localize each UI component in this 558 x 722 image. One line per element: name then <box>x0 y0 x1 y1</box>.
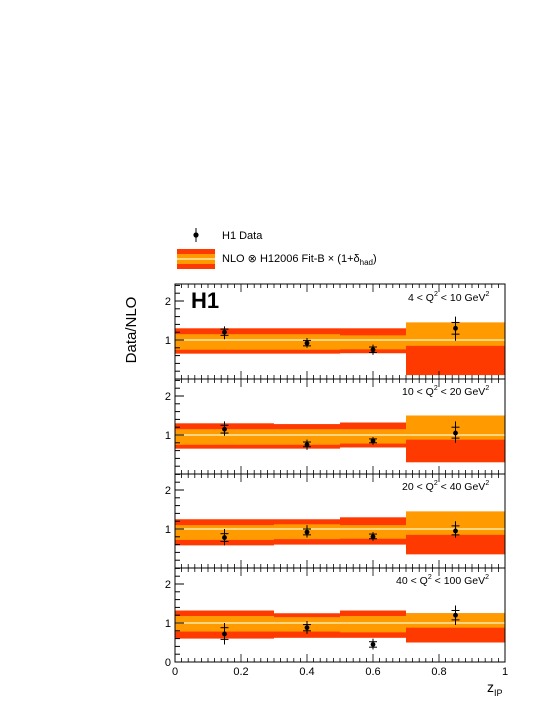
y-tick-label: 2 <box>165 391 171 403</box>
data-point <box>451 316 460 341</box>
data-point <box>303 621 311 634</box>
data-marker <box>453 612 458 618</box>
inner-band-bin-2 <box>274 429 340 445</box>
data-point <box>451 605 460 625</box>
y-tick-label: 1 <box>165 618 171 630</box>
panel-2: 12 <box>165 378 506 475</box>
panel-label-4: 40 < Q2 < 100 GeV2 <box>396 574 489 587</box>
x-tick-label: 1 <box>502 666 508 678</box>
x-tick-label: 0.6 <box>365 666 380 678</box>
h1-logo: H1 <box>191 288 219 313</box>
data-marker <box>222 426 227 432</box>
data-marker <box>453 528 458 534</box>
legend-data-marker <box>193 228 199 242</box>
x-tick-label: 0.4 <box>299 666 314 678</box>
y-tick-label: 2 <box>165 579 171 591</box>
inner-band-bin-3 <box>340 335 406 350</box>
x-tick-label: 0.8 <box>431 666 446 678</box>
data-point <box>369 344 377 355</box>
inner-band-bin-1 <box>175 429 274 445</box>
data-marker <box>222 535 227 540</box>
y-axis-title: Data/NLO <box>123 297 140 364</box>
data-marker <box>453 430 458 436</box>
data-marker <box>370 534 376 540</box>
inner-band-bin-3 <box>340 615 406 633</box>
panel-1: 12 <box>165 283 506 380</box>
data-marker <box>304 529 310 535</box>
data-point <box>303 525 311 538</box>
inner-band-bin-1 <box>175 334 274 350</box>
data-point <box>303 338 311 348</box>
inner-band-bin-3 <box>340 429 406 444</box>
data-point <box>369 436 377 445</box>
y-tick-label: 2 <box>165 485 171 497</box>
y-tick-label: 1 <box>165 430 171 442</box>
data-point <box>451 421 460 443</box>
y-tick-label: 2 <box>165 296 171 308</box>
legend-data-label: H1 Data <box>222 230 263 242</box>
y-tick-label: 1 <box>165 335 171 347</box>
y-tick-label: 1 <box>165 524 171 536</box>
data-marker <box>304 625 310 631</box>
data-marker <box>304 340 310 346</box>
data-marker <box>222 631 227 637</box>
x-axis-title: zIP <box>487 679 503 698</box>
data-marker <box>304 442 310 448</box>
data-point <box>369 638 377 650</box>
x-tick-label: 0 <box>172 666 178 678</box>
data-point <box>220 326 229 340</box>
data-marker <box>370 347 376 353</box>
legend-theory-label: NLO ⊗ H12006 Fit-B × (1+δhad) <box>222 253 377 267</box>
data-point <box>303 439 311 450</box>
data-point <box>220 623 229 645</box>
data-point <box>451 521 460 538</box>
data-marker <box>370 642 376 647</box>
data-marker <box>453 325 458 331</box>
data-marker <box>222 329 227 335</box>
y-tick-label: 0 <box>165 657 171 669</box>
panel-4: 0 1 2 <box>165 567 506 669</box>
data-point <box>220 529 229 546</box>
data-point <box>369 532 377 541</box>
panel-3: 12 <box>165 473 506 569</box>
panel-label-2: 10 < Q2 < 20 GeV2 <box>402 385 489 398</box>
data-point <box>220 421 229 436</box>
panel-label-3: 20 < Q2 < 40 GeV2 <box>402 480 489 493</box>
legend: H1 Data NLO ⊗ H12006 Fit-B × (1+δhad) <box>177 228 377 269</box>
data-marker <box>370 438 376 444</box>
panel-label-1: 4 < Q2 < 10 GeV2 <box>408 291 489 304</box>
x-tick-label: 0.2 <box>233 666 248 678</box>
legend-theory-swatch <box>177 249 215 269</box>
